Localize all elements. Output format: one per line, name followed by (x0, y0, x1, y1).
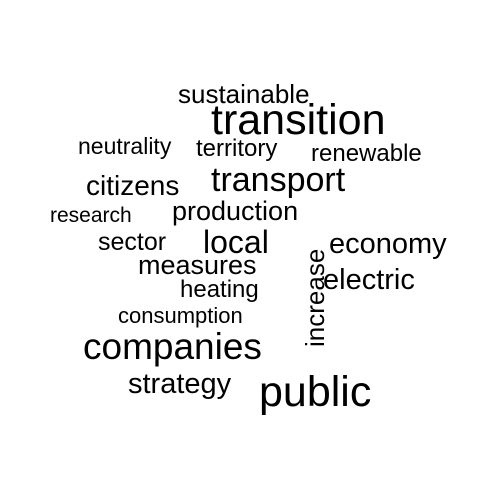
word-renewable: renewable (311, 140, 422, 167)
word-local: local (203, 224, 269, 260)
word-research: research (50, 204, 132, 227)
word-citizens: citizens (86, 170, 180, 201)
word-strategy: strategy (128, 368, 232, 400)
word-transport: transport (211, 161, 346, 199)
word-production: production (172, 196, 299, 226)
word-heating: heating (180, 276, 259, 303)
word-electric: electric (323, 264, 415, 296)
word-measures: measures (138, 250, 257, 280)
word-sector: sector (98, 228, 167, 256)
word-neutrality: neutrality (78, 133, 172, 159)
word-territory: territory (196, 135, 278, 162)
word-companies: companies (83, 326, 262, 367)
word-public: public (259, 368, 372, 416)
word-economy: economy (329, 228, 447, 260)
word-sustainable: sustainable (178, 79, 310, 109)
word-consumption: consumption (118, 303, 243, 328)
word-transition: transition (211, 96, 386, 144)
